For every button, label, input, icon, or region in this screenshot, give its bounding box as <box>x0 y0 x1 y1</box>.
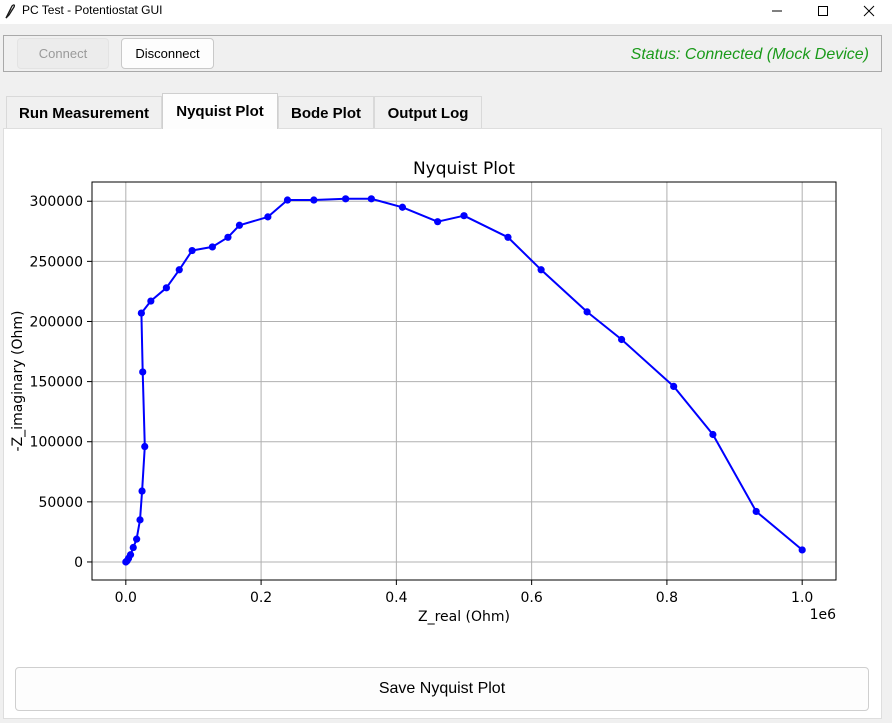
nyquist-plot-panel <box>3 128 882 719</box>
data-point <box>367 195 375 203</box>
data-point <box>129 543 137 552</box>
data-point <box>398 203 407 211</box>
connection-status: Status: Connected (Mock Device) <box>630 46 869 63</box>
data-point <box>283 196 292 204</box>
series-line <box>125 197 803 563</box>
x-tick-label: 0.4 <box>385 590 407 606</box>
data-point <box>136 516 144 524</box>
window-titlebar: PC Test - Potentiostat GUI <box>0 0 892 24</box>
data-point <box>141 442 149 451</box>
data-point <box>460 212 468 220</box>
window-title: PC Test - Potentiostat GUI <box>22 3 163 17</box>
feather-icon <box>5 4 16 19</box>
y-tick-label: 150000 <box>30 375 83 391</box>
maximize-icon <box>818 6 828 16</box>
chart-grid <box>92 182 836 580</box>
disconnect-button[interactable]: Disconnect <box>121 38 214 69</box>
x-tick-label: 0.0 <box>115 590 137 606</box>
data-point <box>709 430 717 439</box>
data-point <box>310 196 318 204</box>
y-tick-label: 0 <box>74 555 83 571</box>
data-point <box>583 308 591 316</box>
data-point <box>752 507 760 516</box>
close-button[interactable] <box>846 0 892 22</box>
chart-axes-frame <box>91 181 837 581</box>
y-tick-label: 100000 <box>30 435 83 451</box>
y-tick-label: 50000 <box>38 495 83 511</box>
save-nyquist-plot-button[interactable]: Save Nyquist Plot <box>15 667 869 711</box>
data-point <box>162 284 170 292</box>
tab-nyquist-plot[interactable]: Nyquist Plot <box>162 93 278 129</box>
data-point <box>133 535 141 543</box>
tab-run-measurement[interactable]: Run Measurement <box>6 96 162 129</box>
data-point <box>224 233 232 241</box>
data-point <box>188 246 196 255</box>
y-tick-label: 250000 <box>30 254 83 270</box>
data-point <box>175 266 183 274</box>
data-point <box>139 368 147 376</box>
minimize-icon <box>772 10 782 12</box>
y-tick-label: 300000 <box>30 194 83 210</box>
y-ticks: 0 50000 100000 150000 200000 250000 300000 <box>30 194 92 571</box>
data-point <box>264 213 272 221</box>
data-point <box>342 195 350 203</box>
data-point <box>208 243 216 251</box>
close-icon <box>863 5 875 17</box>
tab-bode-plot[interactable]: Bode Plot <box>278 96 374 129</box>
data-point <box>126 551 135 559</box>
chart-title: Nyquist Plot <box>413 159 515 179</box>
y-axis-label: -Z_imaginary (Ohm) <box>10 311 26 452</box>
data-point <box>138 487 146 495</box>
y-tick-label: 200000 <box>30 314 83 330</box>
minimize-button[interactable] <box>754 0 800 22</box>
data-point <box>235 221 244 229</box>
x-tick-label: 0.6 <box>521 590 543 606</box>
data-point <box>434 218 442 226</box>
x-tick-label: 0.8 <box>656 590 678 606</box>
x-tick-label: 0.2 <box>250 590 272 606</box>
data-point <box>147 297 155 305</box>
data-point <box>798 546 806 554</box>
data-point <box>537 266 545 274</box>
data-point <box>617 335 626 344</box>
connect-button[interactable]: Connect <box>17 38 109 69</box>
data-point <box>504 233 512 241</box>
chart-markers <box>122 195 806 566</box>
connection-frame: Connect Disconnect Status: Connected (Mo… <box>3 35 882 72</box>
x-ticks: 0.0 0.2 0.4 0.6 0.8 1.0 <box>115 580 813 606</box>
maximize-button[interactable] <box>800 0 846 22</box>
x-tick-label: 1.0 <box>791 590 813 606</box>
data-point <box>137 309 145 317</box>
data-point <box>670 382 678 391</box>
x-axis-label: Z_real (Ohm) <box>418 609 510 625</box>
tab-output-log[interactable]: Output Log <box>374 96 482 129</box>
chart-series-line-group <box>125 197 803 563</box>
x-offset-text: 1e6 <box>810 607 837 623</box>
